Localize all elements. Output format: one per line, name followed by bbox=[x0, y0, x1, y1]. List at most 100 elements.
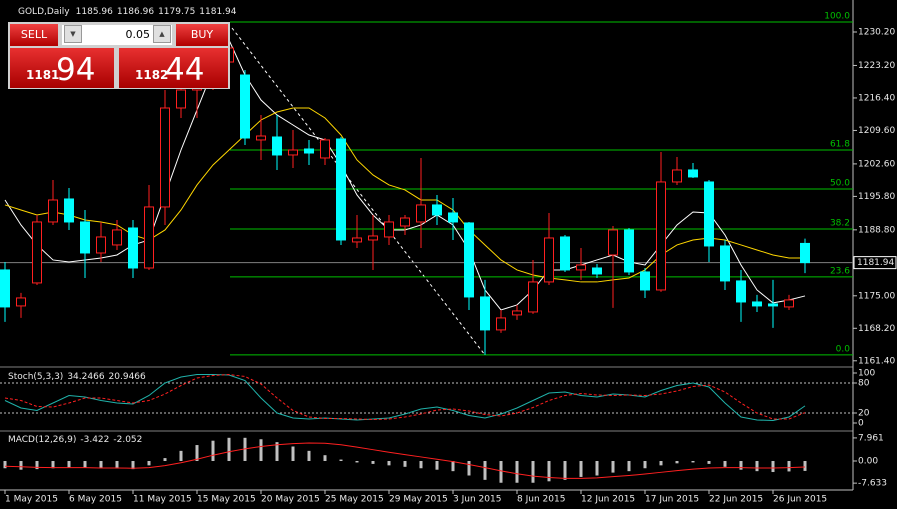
histogram-bar bbox=[403, 461, 407, 467]
histogram-bar bbox=[579, 461, 583, 477]
bid-price[interactable]: 1181 94 bbox=[10, 48, 114, 88]
candle-body bbox=[608, 229, 618, 256]
bid-main: 1181 bbox=[26, 68, 60, 82]
chart-header: GOLD,Daily 1185.96 1186.96 1179.75 1181.94 bbox=[18, 7, 237, 17]
y-tick-label: 1161.40 bbox=[858, 356, 895, 366]
histogram-bar bbox=[531, 461, 535, 483]
lot-up[interactable]: ▲ bbox=[153, 25, 171, 43]
candle-body bbox=[416, 204, 426, 223]
histogram-bar bbox=[19, 461, 23, 470]
histogram-bar bbox=[35, 461, 39, 470]
indicator-line bbox=[4, 442, 806, 479]
histogram-bar bbox=[547, 461, 551, 482]
x-tick-label: 22 Jun 2015 bbox=[709, 495, 763, 505]
candle-body bbox=[384, 221, 394, 238]
y-tick-label: 1202.60 bbox=[858, 159, 895, 169]
histogram-bar bbox=[131, 461, 135, 470]
candle-body bbox=[80, 221, 90, 254]
y-tick-label: -7.633 bbox=[858, 479, 887, 489]
x-tick-label: 15 May 2015 bbox=[197, 495, 256, 505]
candle-body bbox=[320, 139, 330, 159]
histogram-bar bbox=[3, 461, 7, 469]
histogram-bar bbox=[323, 455, 327, 461]
fib-label: 100.0 bbox=[824, 12, 850, 22]
sell-button[interactable]: SELL bbox=[10, 24, 58, 46]
histogram-bar bbox=[691, 461, 695, 463]
histogram-bar bbox=[483, 461, 487, 480]
candle-body bbox=[800, 242, 810, 264]
candle-body bbox=[704, 181, 714, 247]
ask-price[interactable]: 1182 44 bbox=[119, 48, 228, 88]
lot-input[interactable]: 0.05 bbox=[62, 25, 172, 45]
indicator-line bbox=[4, 107, 805, 283]
x-tick-label: 8 Jun 2015 bbox=[517, 495, 565, 505]
candle-body bbox=[160, 107, 170, 208]
candle-body bbox=[528, 281, 538, 313]
x-tick-label: 25 May 2015 bbox=[325, 495, 384, 505]
candle-body bbox=[64, 198, 74, 223]
buy-button[interactable]: BUY bbox=[176, 24, 228, 46]
candle-body bbox=[720, 245, 730, 282]
ask-main: 1182 bbox=[135, 68, 169, 82]
histogram-bar bbox=[675, 461, 679, 464]
current-price-label: 1181.94 bbox=[857, 258, 894, 268]
stoch-label: Stoch(5,3,3) 34.2466 20.9466 bbox=[8, 372, 146, 382]
histogram-bar bbox=[723, 461, 727, 467]
histogram-bar bbox=[515, 461, 519, 483]
fib-label: 38.2 bbox=[830, 218, 850, 228]
histogram-bar bbox=[419, 461, 423, 469]
fib-label: 50.0 bbox=[830, 178, 850, 188]
histogram-bar bbox=[147, 461, 151, 466]
histogram-bar bbox=[803, 461, 807, 471]
y-tick-label: 1209.60 bbox=[858, 126, 895, 136]
candle-body bbox=[0, 269, 10, 308]
candle-body bbox=[736, 280, 746, 303]
y-tick-label: 20 bbox=[858, 409, 870, 419]
indicator-line bbox=[4, 373, 806, 421]
candle-body bbox=[32, 221, 42, 284]
candle-body bbox=[432, 204, 442, 216]
histogram-bar bbox=[659, 461, 663, 466]
candle-body bbox=[576, 264, 586, 271]
candle-body bbox=[496, 317, 506, 331]
candle-body bbox=[672, 169, 682, 183]
candle-body bbox=[240, 74, 250, 139]
histogram-bar bbox=[499, 461, 503, 483]
lot-down[interactable]: ▼ bbox=[64, 25, 82, 43]
histogram-bar bbox=[67, 461, 71, 468]
histogram-bar bbox=[307, 450, 311, 461]
histogram-bar bbox=[99, 461, 103, 469]
histogram-bar bbox=[435, 461, 439, 470]
y-tick-label: 0.00 bbox=[858, 457, 878, 467]
candle-body bbox=[128, 227, 138, 269]
histogram-bar bbox=[755, 461, 759, 472]
histogram-bar bbox=[195, 445, 199, 461]
y-tick-label: 100 bbox=[858, 369, 875, 379]
y-tick-label: 1195.80 bbox=[858, 192, 895, 202]
candle-body bbox=[112, 229, 122, 246]
x-tick-label: 26 Jun 2015 bbox=[773, 495, 827, 505]
x-tick-label: 1 May 2015 bbox=[5, 495, 58, 505]
y-tick-label: 1230.20 bbox=[858, 28, 895, 38]
x-tick-label: 12 Jun 2015 bbox=[581, 495, 635, 505]
indicator-line bbox=[4, 374, 806, 422]
y-tick-label: 1175.00 bbox=[858, 291, 895, 301]
candle-body bbox=[688, 169, 698, 178]
histogram-bar bbox=[211, 440, 215, 461]
candle-body bbox=[144, 206, 154, 269]
candle-body bbox=[336, 138, 346, 241]
histogram-bar bbox=[291, 446, 295, 461]
histogram-bar bbox=[451, 461, 455, 472]
histogram-bar bbox=[355, 461, 359, 463]
histogram-bar bbox=[227, 437, 231, 461]
one-click-trading-panel: SELL 0.05 ▼ ▲ BUY 1181 94 1182 44 bbox=[8, 22, 230, 89]
fib-trendline bbox=[231, 27, 486, 356]
fib-label: 0.0 bbox=[836, 344, 851, 354]
histogram-bar bbox=[275, 442, 279, 461]
histogram-bar bbox=[83, 461, 87, 468]
candle-body bbox=[512, 310, 522, 316]
histogram-bar bbox=[739, 461, 743, 470]
y-tick-label: 1223.20 bbox=[858, 61, 895, 71]
x-tick-label: 17 Jun 2015 bbox=[645, 495, 699, 505]
candle-body bbox=[656, 181, 666, 291]
